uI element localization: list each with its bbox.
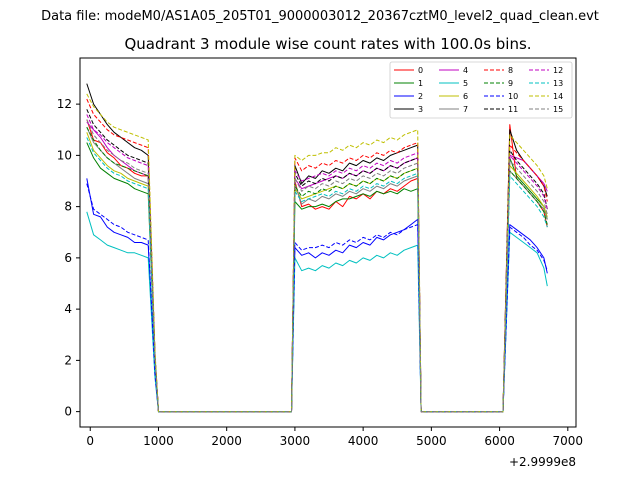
series-line-14 <box>86 93 548 413</box>
legend-label-11: 11 <box>508 105 518 114</box>
x-tick-label: 3000 <box>280 434 311 448</box>
y-tick-label: 2 <box>64 353 72 367</box>
y-axis: 0 2 4 6 8 10 12 <box>57 97 80 419</box>
chart-title: Quadrant 3 module wise count rates with … <box>124 35 531 53</box>
legend-label-2: 2 <box>418 92 423 101</box>
chart-suptitle: Data file: modeM0/AS1A05_205T01_90000030… <box>41 9 599 24</box>
legend-label-9: 9 <box>508 79 513 88</box>
x-offset-label: +2.9999e8 <box>509 455 576 469</box>
x-tick-label: 5000 <box>416 434 447 448</box>
legend-label-6: 6 <box>463 92 468 101</box>
series-line-15 <box>86 119 548 413</box>
x-tick-label: 4000 <box>348 434 379 448</box>
x-tick-label: 1000 <box>143 434 174 448</box>
x-tick-label: 6000 <box>484 434 515 448</box>
legend-label-4: 4 <box>463 66 468 75</box>
legend-label-0: 0 <box>418 66 423 75</box>
series-layer <box>86 83 548 413</box>
y-tick-label: 12 <box>57 97 72 111</box>
legend-label-5: 5 <box>463 79 468 88</box>
y-tick-label: 8 <box>64 200 72 214</box>
y-tick-label: 0 <box>64 405 72 419</box>
plot-frame <box>79 57 577 428</box>
series-line-11 <box>86 109 548 413</box>
x-tick-label: 0 <box>86 434 94 448</box>
x-tick-label: 2000 <box>211 434 242 448</box>
legend-label-3: 3 <box>418 105 423 114</box>
legend-frame <box>389 61 573 119</box>
y-tick-label: 10 <box>57 148 72 162</box>
x-axis: 0 1000 2000 3000 4000 5000 6000 7000 <box>86 427 583 448</box>
legend-label-15: 15 <box>553 105 563 114</box>
legend-label-12: 12 <box>553 66 563 75</box>
y-tick-label: 6 <box>64 251 72 265</box>
y-tick-label: 4 <box>64 302 72 316</box>
x-tick-label: 7000 <box>553 434 584 448</box>
legend-label-1: 1 <box>418 79 423 88</box>
legend-label-10: 10 <box>508 92 518 101</box>
legend-label-7: 7 <box>463 105 468 114</box>
legend-label-8: 8 <box>508 66 513 75</box>
legend-label-14: 14 <box>553 92 563 101</box>
legend-label-13: 13 <box>553 79 563 88</box>
